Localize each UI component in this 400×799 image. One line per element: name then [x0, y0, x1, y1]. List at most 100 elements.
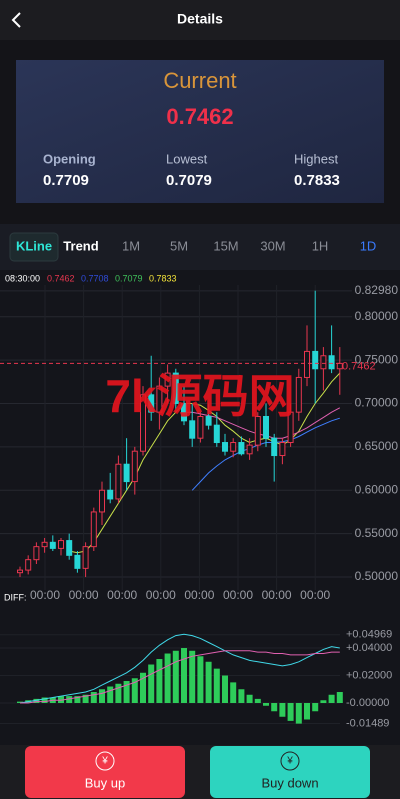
y-tick-label: +0.02000	[346, 669, 392, 681]
candle-body	[33, 546, 40, 561]
highest-value: 0.7833	[294, 172, 340, 189]
highest-label: Highest	[294, 151, 338, 166]
candle-body	[304, 350, 310, 378]
x-tick-label: 00:00	[223, 588, 253, 602]
macd-bar	[99, 689, 105, 704]
candle-body	[107, 489, 114, 500]
macd-bar	[123, 681, 130, 704]
page-title: Details	[177, 11, 223, 27]
x-tick-label: 00:00	[300, 588, 330, 602]
macd-bar	[66, 696, 73, 704]
candle-body	[213, 424, 220, 444]
macd-bar	[131, 678, 138, 704]
macd-bar	[181, 648, 187, 704]
macd-bar	[320, 700, 327, 704]
y-tick-label: 0.60000	[355, 482, 399, 496]
buy-down-icon-text: ¥	[286, 756, 293, 767]
y-tick-label: -0.01489	[346, 717, 389, 729]
macd-label: DIFF:	[4, 592, 27, 602]
buy-up-icon	[95, 751, 115, 771]
candle-body	[49, 541, 56, 549]
buy-up-label: Buy up	[85, 775, 125, 790]
buy-up-icon-text: ¥	[101, 756, 108, 767]
tab[interactable]: 5M	[170, 238, 188, 253]
macd-bar	[172, 650, 179, 704]
tab[interactable]: KLine	[16, 238, 52, 253]
macd-bar	[230, 682, 237, 704]
macd-bar	[82, 694, 89, 704]
macd-bar	[222, 675, 228, 704]
candle-body	[189, 420, 196, 439]
candle-body	[82, 546, 89, 569]
candle-body	[164, 372, 171, 387]
macd-bar	[115, 683, 122, 704]
buy-down-button[interactable]	[210, 746, 370, 798]
macd-bar	[74, 696, 81, 704]
candle-body	[295, 376, 302, 413]
macd-bar	[164, 653, 171, 704]
x-tick-label: 00:00	[262, 588, 292, 602]
macd-bar	[17, 701, 23, 704]
macd-bar	[295, 703, 302, 724]
y-tick-label: +0.04969	[346, 629, 392, 641]
x-tick-label: 00:00	[69, 588, 99, 602]
candle-body	[25, 559, 32, 571]
candle-body	[123, 463, 130, 483]
tab[interactable]: 30M	[260, 238, 285, 253]
opening-label: Opening	[43, 151, 96, 166]
macd-bar	[312, 703, 319, 712]
candle-body	[254, 415, 261, 446]
tab[interactable]: 1H	[312, 238, 329, 253]
top-bar	[0, 0, 400, 40]
macd-bar	[189, 650, 196, 704]
macd-bar	[304, 703, 310, 720]
current-value: 0.7462	[166, 104, 233, 129]
y-tick-label: -0.00000	[346, 697, 389, 709]
candle-body	[172, 372, 179, 404]
candle-body	[99, 489, 105, 513]
current-label: Current	[163, 68, 236, 93]
tab[interactable]: 1M	[122, 238, 140, 253]
candle-body	[312, 350, 319, 370]
tab-bar	[0, 224, 400, 270]
candle-body	[246, 444, 253, 455]
macd-bar	[140, 672, 146, 704]
macd-bar	[90, 692, 97, 704]
tab[interactable]: 15M	[213, 238, 238, 253]
candle-body	[197, 415, 204, 439]
tab[interactable]: 1D	[360, 238, 377, 253]
tab[interactable]: Trend	[63, 238, 98, 253]
macd-bar	[336, 692, 343, 704]
candle-body	[238, 442, 245, 455]
macd-line	[19, 633, 340, 704]
moving-average-line	[69, 372, 341, 554]
candle-body	[115, 463, 122, 500]
candle-body	[320, 355, 327, 370]
candle-body	[230, 442, 237, 452]
macd-bar	[246, 694, 253, 704]
moving-average-line	[184, 407, 341, 439]
y-tick-label: 0.80000	[355, 309, 399, 323]
opening-value: 0.7709	[43, 172, 89, 189]
x-tick-label: 00:00	[107, 588, 137, 602]
legend-value: 0.7462	[47, 273, 75, 283]
macd-bar	[271, 703, 278, 712]
x-tick-label: 00:00	[30, 588, 60, 602]
candle-body	[205, 415, 212, 426]
current-price-label: 0.7462	[342, 360, 376, 372]
x-tick-label: 00:00	[184, 588, 214, 602]
buy-down-icon	[280, 751, 300, 771]
buy-up-button[interactable]	[25, 746, 185, 798]
macd-bar	[328, 694, 335, 704]
candle-body	[58, 540, 64, 549]
macd-bar	[263, 703, 269, 706]
candle-body	[156, 385, 163, 413]
macd-line	[20, 650, 340, 704]
watermark: 7k源码网	[105, 370, 294, 422]
candle-body	[271, 437, 278, 457]
back-button[interactable]	[11, 12, 21, 28]
candle-body	[41, 541, 48, 548]
candle-body	[90, 511, 97, 548]
lowest-label: Lowest	[166, 151, 208, 166]
